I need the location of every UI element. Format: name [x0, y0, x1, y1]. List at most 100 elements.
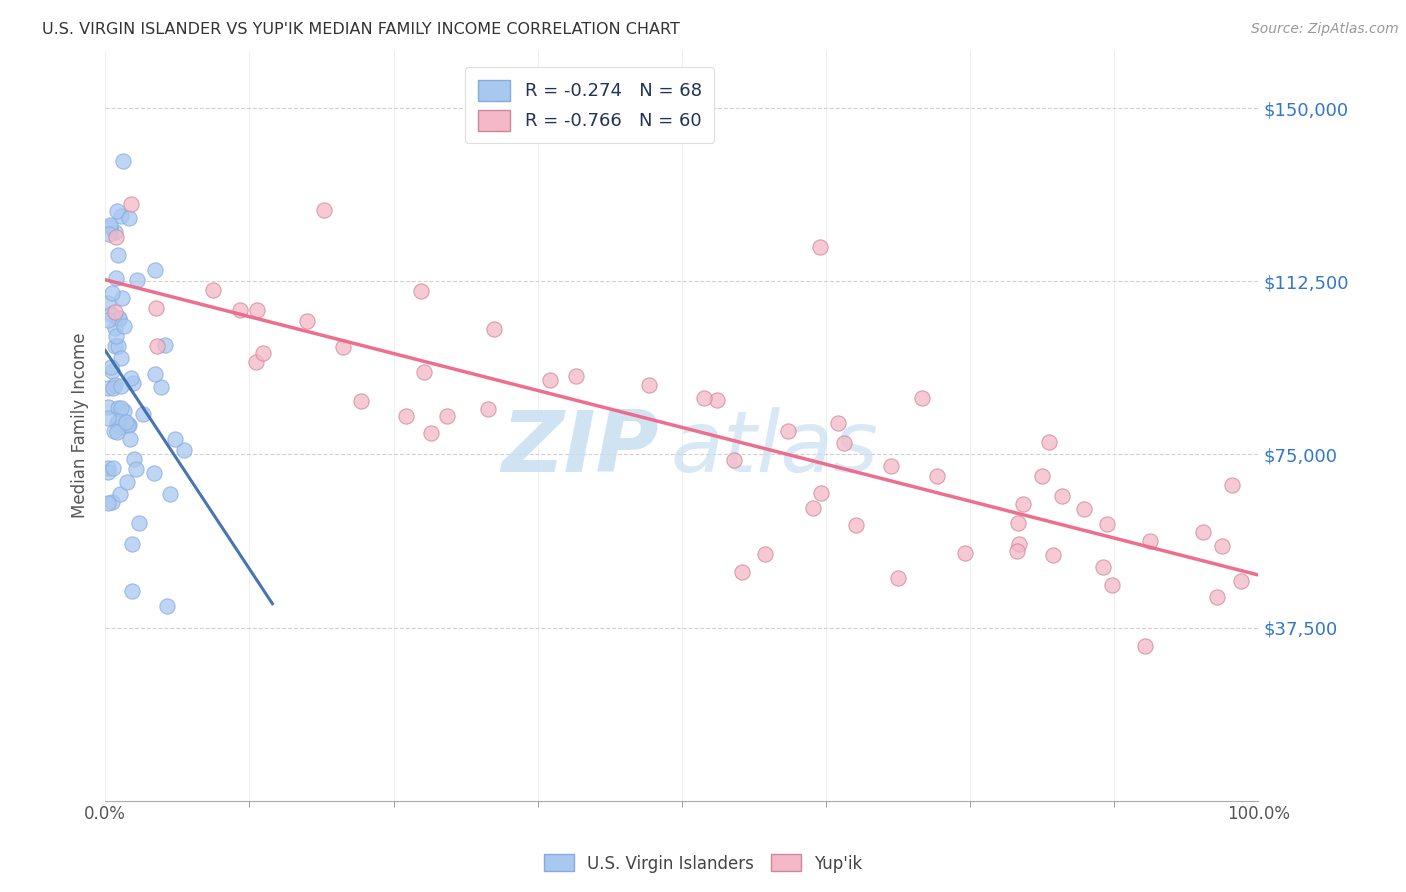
Point — [110, 401, 132, 416]
Point — [112, 404, 135, 418]
Point — [107, 339, 129, 353]
Point — [132, 407, 155, 421]
Point — [115, 415, 138, 429]
Point — [100, 495, 122, 509]
Point — [96, 461, 118, 475]
Point — [120, 371, 142, 385]
Point — [1007, 544, 1029, 558]
Point — [1008, 537, 1031, 551]
Point — [101, 286, 124, 301]
Point — [111, 153, 134, 168]
Point — [97, 465, 120, 479]
Point — [143, 467, 166, 481]
Point — [96, 496, 118, 510]
Point — [98, 218, 121, 232]
Point — [101, 381, 124, 395]
Point — [1101, 578, 1123, 592]
Point — [332, 340, 354, 354]
Point — [1007, 516, 1029, 530]
Point — [350, 394, 373, 409]
Point — [834, 436, 856, 450]
Point — [706, 392, 728, 407]
Point — [295, 314, 318, 328]
Point — [801, 501, 824, 516]
Point — [1073, 502, 1095, 516]
Point — [145, 301, 167, 316]
Point — [314, 202, 336, 217]
Point — [395, 409, 418, 423]
Point — [1192, 525, 1215, 540]
Legend: U.S. Virgin Islanders, Yup'ik: U.S. Virgin Islanders, Yup'ik — [537, 847, 869, 880]
Point — [412, 365, 434, 379]
Point — [1031, 468, 1053, 483]
Point — [564, 368, 586, 383]
Point — [149, 380, 172, 394]
Point — [1220, 478, 1243, 492]
Point — [245, 354, 267, 368]
Text: U.S. VIRGIN ISLANDER VS YUP'IK MEDIAN FAMILY INCOME CORRELATION CHART: U.S. VIRGIN ISLANDER VS YUP'IK MEDIAN FA… — [42, 22, 681, 37]
Point — [104, 377, 127, 392]
Point — [96, 400, 118, 414]
Text: ZIP: ZIP — [501, 407, 659, 490]
Point — [252, 346, 274, 360]
Point — [1091, 560, 1114, 574]
Point — [118, 418, 141, 433]
Point — [1012, 497, 1035, 511]
Point — [436, 409, 458, 423]
Point — [1095, 516, 1118, 531]
Point — [108, 487, 131, 501]
Point — [925, 468, 948, 483]
Point — [110, 379, 132, 393]
Point — [105, 203, 128, 218]
Point — [98, 220, 121, 235]
Point — [1211, 539, 1233, 553]
Point — [110, 351, 132, 365]
Point — [104, 321, 127, 335]
Point — [128, 516, 150, 530]
Point — [101, 364, 124, 378]
Point — [229, 303, 252, 318]
Point — [159, 486, 181, 500]
Point — [955, 546, 977, 560]
Text: atlas: atlas — [671, 407, 879, 490]
Point — [1229, 574, 1251, 588]
Point — [810, 486, 832, 500]
Point — [482, 321, 505, 335]
Point — [845, 518, 868, 533]
Point — [120, 197, 142, 211]
Point — [100, 360, 122, 375]
Point — [112, 319, 135, 334]
Point — [1139, 534, 1161, 549]
Point — [1042, 548, 1064, 562]
Point — [173, 442, 195, 457]
Point — [201, 283, 224, 297]
Point — [96, 313, 118, 327]
Point — [723, 452, 745, 467]
Point — [105, 230, 128, 244]
Point — [104, 339, 127, 353]
Point — [1133, 639, 1156, 653]
Point — [118, 433, 141, 447]
Point — [693, 392, 716, 406]
Point — [103, 424, 125, 438]
Point — [911, 392, 934, 406]
Point — [827, 416, 849, 430]
Point — [1038, 435, 1060, 450]
Point — [731, 565, 754, 579]
Point — [107, 311, 129, 326]
Y-axis label: Median Family Income: Median Family Income — [72, 333, 89, 518]
Point — [118, 211, 141, 225]
Point — [808, 240, 831, 254]
Point — [121, 583, 143, 598]
Point — [879, 459, 901, 474]
Point — [110, 210, 132, 224]
Point — [105, 425, 128, 439]
Point — [105, 270, 128, 285]
Point — [778, 424, 800, 438]
Point — [111, 292, 134, 306]
Point — [1050, 489, 1073, 503]
Point — [638, 377, 661, 392]
Point — [108, 312, 131, 326]
Point — [105, 328, 128, 343]
Point — [754, 547, 776, 561]
